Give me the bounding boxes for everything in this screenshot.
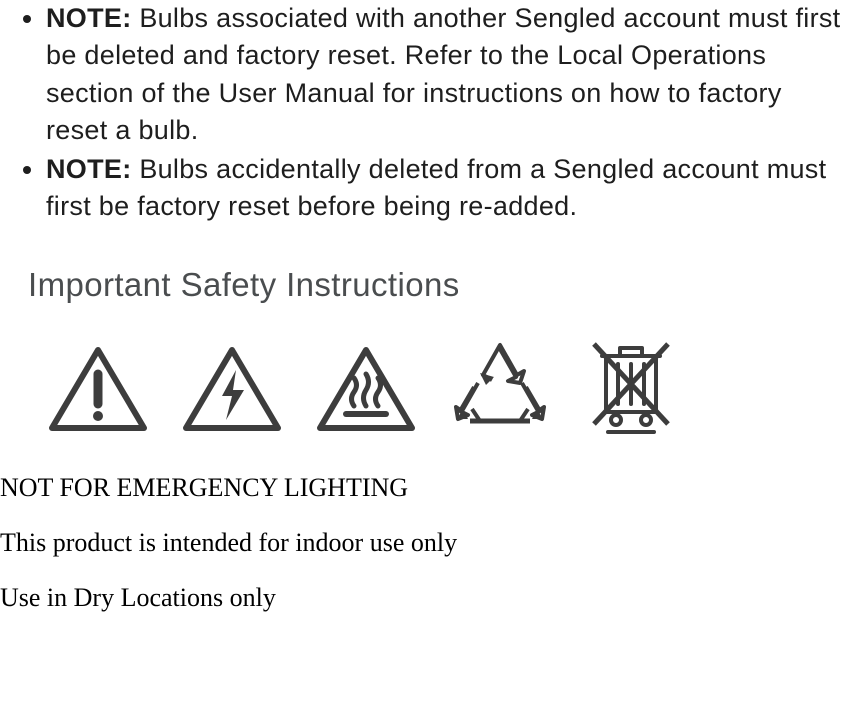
note-item: NOTE: Bulbs accidentally deleted from a … [46, 151, 842, 228]
safety-icon-row [48, 334, 842, 444]
note-item: NOTE: Bulbs associated with another Seng… [46, 0, 842, 151]
warning-icon [48, 344, 148, 434]
note-label: NOTE: [46, 3, 132, 33]
hot-surface-icon [316, 344, 416, 434]
recycle-icon [450, 341, 550, 436]
electric-shock-icon [182, 344, 282, 434]
no-trash-bin-icon [584, 334, 679, 444]
paragraph: Use in Dry Locations only [0, 582, 842, 613]
notes-list: NOTE: Bulbs associated with another Seng… [18, 0, 842, 228]
note-text: Bulbs associated with another Sengled ac… [46, 3, 841, 145]
section-title: Important Safety Instructions [28, 266, 842, 304]
paragraph: This product is intended for indoor use … [0, 527, 842, 558]
safety-paragraphs: NOT FOR EMERGENCY LIGHTING This product … [0, 472, 842, 614]
note-text: Bulbs accidentally deleted from a Sengle… [46, 154, 826, 221]
note-label: NOTE: [46, 154, 132, 184]
paragraph: NOT FOR EMERGENCY LIGHTING [0, 472, 842, 503]
